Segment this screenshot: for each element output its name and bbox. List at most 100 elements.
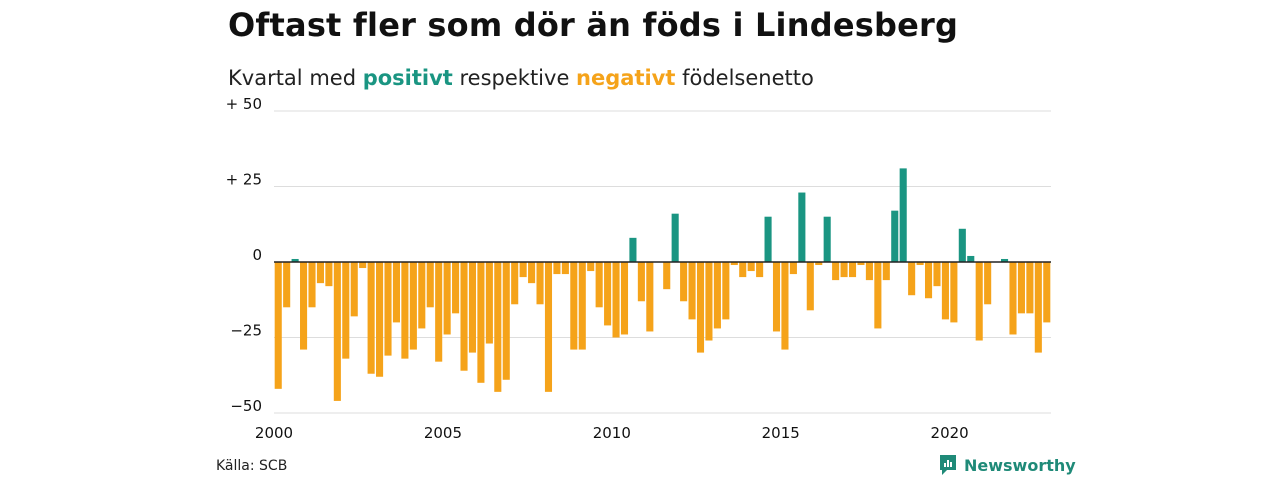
bar [891, 210, 899, 262]
bar [460, 262, 468, 371]
bar [798, 192, 806, 262]
y-tick-label: + 50 [226, 95, 262, 113]
x-tick-label: 2020 [931, 424, 969, 442]
bar [578, 262, 586, 350]
bar [848, 262, 857, 278]
bar [1043, 262, 1051, 323]
bar [933, 262, 941, 287]
x-tick-label: 2005 [424, 424, 462, 442]
bar [418, 262, 426, 329]
x-axis-ticks: 2000 2005 2010 2015 2020 [255, 424, 969, 442]
bar [367, 262, 375, 374]
x-tick-label: 2000 [255, 424, 293, 442]
bar [840, 262, 848, 278]
bar [561, 262, 569, 275]
bar [756, 262, 764, 278]
subtitle-middle: respektive [452, 66, 577, 90]
bar-chart: + 50 + 25 0 −25 −50 2000 2005 2010 2015 2020 [226, 95, 1051, 442]
bar [620, 262, 629, 335]
bar [477, 262, 485, 383]
bar [426, 262, 434, 308]
bar [359, 262, 367, 269]
y-tick-label: 0 [252, 246, 262, 264]
y-axis-ticks: + 50 + 25 0 −25 −50 [226, 95, 262, 415]
bar [722, 262, 730, 320]
bar [384, 262, 392, 356]
subtitle-positive-word: positivt [362, 66, 453, 90]
bar [612, 262, 620, 338]
y-tick-label: −25 [230, 322, 262, 340]
bar [730, 262, 738, 266]
bar [544, 262, 553, 392]
bar [300, 262, 308, 350]
bar [570, 262, 578, 350]
bar [595, 262, 603, 308]
bar [502, 262, 510, 380]
bar [511, 262, 519, 305]
bar [274, 262, 282, 389]
bar [696, 262, 705, 353]
bar [308, 262, 316, 308]
bar [392, 262, 400, 323]
bar [553, 262, 561, 275]
bar [443, 262, 451, 335]
bar [950, 262, 958, 323]
bar [283, 262, 291, 308]
x-tick-label: 2010 [593, 424, 631, 442]
x-tick-label: 2015 [762, 424, 800, 442]
bar [899, 168, 907, 262]
bar [713, 262, 721, 329]
bar [485, 262, 493, 344]
bar [1001, 258, 1009, 262]
bar [747, 262, 755, 272]
bar [680, 262, 688, 302]
bar [1026, 262, 1034, 314]
bar [739, 262, 747, 278]
y-tick-label: −50 [230, 397, 262, 415]
brand-logo[interactable]: Newsworthy [938, 454, 1076, 476]
bar [806, 262, 814, 311]
bar [865, 262, 873, 281]
bar [646, 262, 654, 332]
bar [333, 262, 341, 401]
bar [832, 262, 840, 281]
bar [958, 228, 966, 262]
bar [409, 262, 417, 350]
bar [1017, 262, 1025, 314]
bar [781, 262, 789, 350]
bar [815, 262, 823, 266]
bar [705, 262, 713, 341]
bar [789, 262, 797, 275]
bar [967, 255, 975, 262]
bar [587, 262, 595, 272]
bars [274, 168, 1051, 401]
bar [316, 262, 324, 284]
bar [494, 262, 502, 392]
bar [1009, 262, 1017, 335]
bar [468, 262, 477, 353]
bar [941, 262, 949, 320]
bar [637, 262, 645, 302]
bar [629, 237, 637, 262]
bar [325, 262, 333, 287]
bar [671, 213, 679, 262]
bar [764, 216, 772, 262]
bar [1034, 262, 1042, 353]
bar [376, 262, 384, 377]
bar [528, 262, 536, 284]
bar [342, 262, 350, 359]
subtitle-negative-word: negativt [576, 66, 676, 90]
bar [882, 262, 890, 281]
bar [874, 262, 882, 329]
bar [924, 262, 933, 299]
chart-title: Oftast fler som dör än föds i Lindesberg [228, 6, 959, 44]
bar [350, 262, 358, 317]
bar [772, 262, 781, 332]
bar [823, 216, 831, 262]
bar [857, 262, 865, 266]
chart-subtitle: Kvartal med positivt respektive negativt… [228, 66, 814, 90]
bar [975, 262, 983, 341]
newsworthy-logo-icon [940, 455, 956, 475]
y-tick-label: + 25 [226, 171, 262, 189]
bar [536, 262, 544, 305]
